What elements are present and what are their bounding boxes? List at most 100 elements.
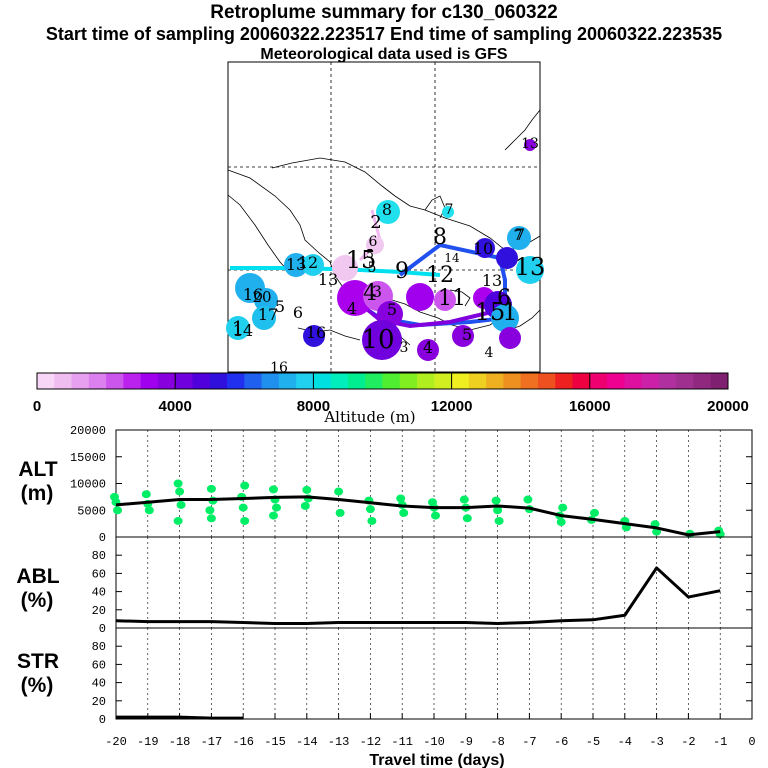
x-axis-label: Travel time (days) (369, 752, 504, 768)
colorbar-cell (261, 373, 280, 389)
plume-cluster-circle (254, 288, 278, 312)
plume-label: 13 (286, 255, 306, 274)
colorbar-cell (503, 373, 522, 389)
colorbar-cell (192, 373, 211, 389)
plume-label: 20 (252, 288, 271, 306)
scatter-point (493, 506, 503, 515)
plume-label: 13 (318, 270, 338, 289)
y-tick-label: 40 (92, 677, 106, 691)
scatter-point (491, 496, 501, 505)
colorbar-cell (140, 373, 159, 389)
colorbar-cell (486, 373, 504, 389)
colorbar-cell (296, 373, 314, 389)
plume-label: 15 (346, 246, 377, 274)
plume-label: 7 (515, 225, 525, 244)
panel-str: 80 60 40 20 0 STR(%) (17, 627, 753, 727)
colorbar-cell (693, 373, 712, 389)
scatter-point (173, 479, 183, 488)
x-tick-label: -12 (360, 735, 382, 749)
plume-cluster-circle (366, 236, 384, 254)
scatter-point (335, 508, 345, 517)
colorbar-cell (209, 373, 228, 389)
x-tick-label: -3 (649, 735, 663, 749)
colorbar-tick-label: 8000 (297, 398, 330, 415)
plume-label: 13 (521, 136, 539, 152)
scatter-point (523, 495, 533, 504)
plume-label: 2 (370, 212, 381, 233)
altitude-colorbar: 0 4000 8000 12000 16000 20000 Altitude (m) (33, 372, 749, 426)
scatter-point (365, 505, 375, 514)
plume-label: 1 (502, 298, 517, 326)
x-tick-label: -16 (232, 735, 254, 749)
x-tick-label: -15 (264, 735, 286, 749)
scatter-point (176, 500, 186, 509)
scatter-point (462, 514, 472, 523)
plume-label: 10 (361, 325, 394, 355)
sampling-time-line: Start time of sampling 20060322.223517 E… (45, 24, 723, 44)
colorbar-cell (313, 373, 332, 389)
scatter-point (141, 490, 151, 499)
y-tick-label: 80 (92, 640, 106, 654)
plume-cluster-circle (442, 206, 454, 218)
colorbar-cell (365, 373, 383, 389)
scatter-point (269, 485, 278, 494)
panel-ylabel: ALT (18, 458, 57, 481)
y-tick-label: 20 (92, 604, 106, 618)
x-tick-label: -13 (328, 735, 350, 749)
plume-label: 4 (485, 345, 494, 361)
plume-label: 16 (306, 323, 326, 342)
x-tick-label: -11 (391, 735, 413, 749)
plume-cluster-circle (332, 255, 358, 281)
plume-cluster-circle (452, 325, 474, 347)
plume-cluster-circle (516, 256, 544, 284)
scatter-point (206, 514, 216, 523)
colorbar-ticks: 0 4000 8000 12000 16000 20000 (33, 373, 749, 415)
colorbar-cell (572, 373, 591, 389)
panel-alt: 20000 15000 10000 5000 0 ALT(m) (18, 424, 753, 545)
panel-abl: 80 60 40 20 0 ABL(%) (16, 536, 753, 636)
colorbar-tick-label: 20000 (707, 398, 749, 415)
plume-label: 5 (462, 325, 472, 344)
plume-label: 11 (438, 286, 466, 311)
scatter-point (240, 516, 250, 525)
plume-track (348, 293, 501, 329)
y-tick-label: 60 (92, 567, 106, 581)
colorbar-tick-label: 4000 (159, 398, 192, 415)
panel-ylabel: ABL (16, 565, 59, 588)
plume-label: 7 (445, 202, 454, 218)
x-tick-label: -9 (459, 735, 473, 749)
colorbar-cell (520, 373, 539, 389)
time-series-panels: 20000150001000050000ALT(m)806040200ABL(%… (16, 424, 755, 768)
colorbar-cell (451, 373, 470, 389)
panel-ylabel: (%) (21, 589, 54, 612)
x-tick-label: -1 (713, 735, 727, 749)
scatter-point (269, 511, 278, 520)
colorbar-cell (624, 373, 643, 389)
plume-label: 8 (382, 200, 392, 219)
plume-label: 14 (233, 321, 253, 340)
plume-label: 8 (433, 225, 447, 250)
colorbar-cells (37, 373, 729, 389)
scatter-point (144, 506, 154, 515)
y-tick-label: 15000 (70, 451, 106, 465)
scatter-point (113, 506, 122, 515)
y-tick-label: 10000 (70, 478, 106, 492)
colorbar-cell (88, 373, 107, 389)
scatter-point (590, 508, 599, 517)
y-tick-label: 0 (99, 713, 106, 727)
x-axis: -20 -19 -18 -17 -16 -15 -14 -13 -12 -11 -10 -9 -8 -7-… (105, 713, 756, 768)
plume-cluster-circle (303, 325, 325, 347)
scatter-point (431, 511, 440, 520)
x-tick-label: -8 (490, 735, 504, 749)
plume-label: 5 (366, 247, 374, 261)
colorbar-cell (123, 373, 142, 389)
plume-label: 9 (395, 259, 409, 284)
colorbar-cell (278, 373, 297, 389)
y-tick-label: 60 (92, 658, 106, 672)
colorbar-cell (330, 373, 349, 389)
series-line-alt (115, 495, 721, 537)
scatter-point (399, 508, 409, 517)
